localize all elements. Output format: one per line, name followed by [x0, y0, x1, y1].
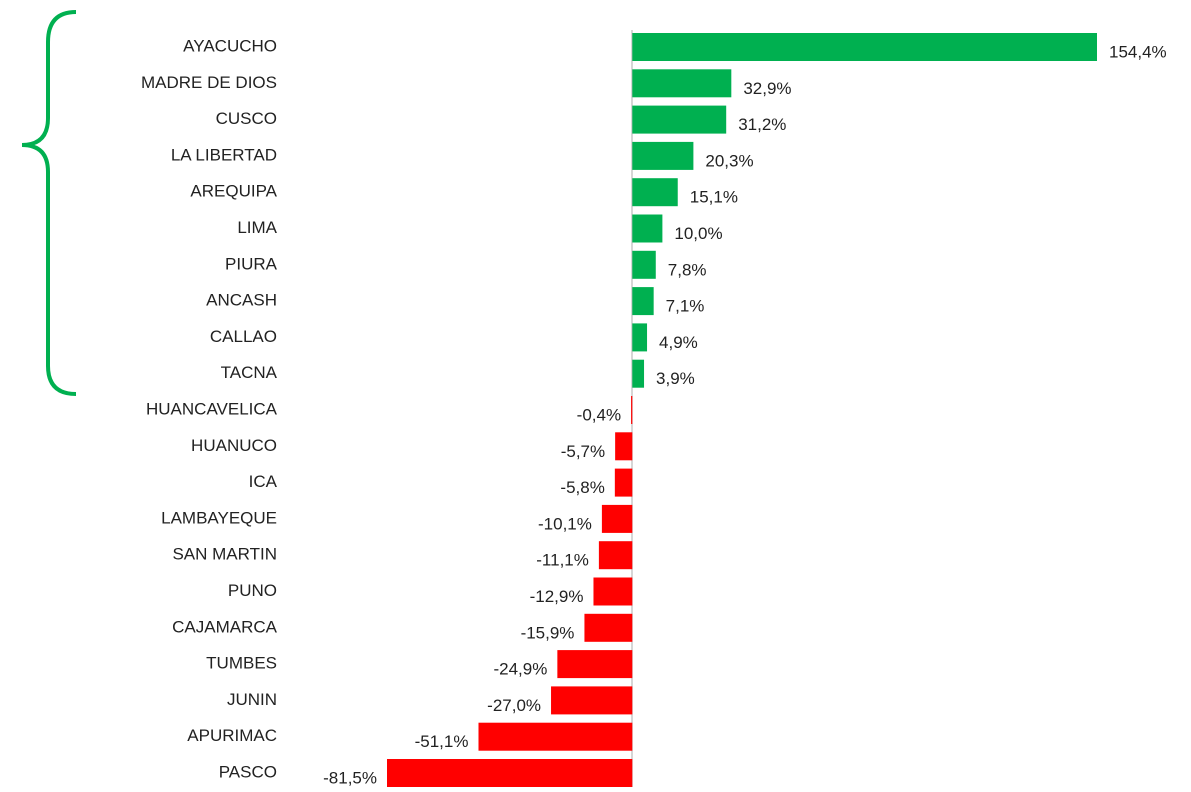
- value-label: -11,1%: [536, 551, 589, 570]
- category-label: APURIMAC: [187, 726, 277, 745]
- bar: [551, 686, 633, 715]
- bar: [593, 577, 633, 606]
- bar: [557, 650, 633, 679]
- bracket: [21, 10, 77, 396]
- category-label: JUNIN: [227, 690, 277, 709]
- value-label: -51,1%: [415, 732, 469, 751]
- bar: [601, 504, 633, 533]
- category-label: AYACUCHO: [183, 36, 277, 55]
- category-label: LIMA: [237, 218, 277, 237]
- value-label: -27,0%: [487, 696, 541, 715]
- category-label: ANCASH: [206, 291, 277, 310]
- bar: [614, 468, 633, 497]
- bar: [632, 250, 656, 279]
- value-label: 10,0%: [674, 224, 722, 243]
- bar: [632, 141, 694, 170]
- value-label: -5,7%: [561, 442, 605, 461]
- bar: [478, 722, 633, 751]
- value-label: -24,9%: [493, 660, 547, 679]
- category-label: PASCO: [219, 762, 277, 781]
- category-label: TUMBES: [206, 654, 277, 673]
- category-label: CUSCO: [216, 109, 277, 128]
- category-label: SAN MARTIN: [172, 545, 277, 564]
- bar: [632, 178, 678, 207]
- value-label: -15,9%: [521, 623, 575, 642]
- value-label: -0,4%: [577, 405, 621, 424]
- category-label: AREQUIPA: [190, 182, 277, 201]
- bar: [584, 613, 633, 642]
- category-label: ICA: [249, 472, 278, 491]
- category-label: PUNO: [228, 581, 277, 600]
- value-label: 7,8%: [668, 260, 707, 279]
- bar: [598, 541, 633, 570]
- bar: [632, 69, 732, 98]
- bar: [632, 214, 663, 243]
- category-label: CAJAMARCA: [172, 617, 278, 636]
- value-label: 32,9%: [743, 79, 791, 98]
- value-label: -81,5%: [323, 768, 377, 787]
- value-label: 4,9%: [659, 333, 698, 352]
- value-label: -10,1%: [538, 514, 592, 533]
- category-label: LAMBAYEQUE: [161, 508, 277, 527]
- value-label: 20,3%: [705, 151, 753, 170]
- bar: [632, 287, 654, 316]
- bar: [632, 323, 648, 352]
- category-label: PIURA: [225, 254, 278, 273]
- bar: [615, 432, 633, 461]
- value-label: -12,9%: [530, 587, 584, 606]
- bar: [632, 33, 1097, 61]
- category-label: CALLAO: [210, 327, 277, 346]
- category-label: HUANUCO: [191, 436, 277, 455]
- bar: [631, 396, 633, 424]
- category-label: LA LIBERTAD: [171, 145, 277, 164]
- category-label: HUANCAVELICA: [146, 399, 278, 418]
- value-label: 7,1%: [666, 297, 705, 316]
- value-label: -5,8%: [560, 478, 604, 497]
- bar: [632, 359, 645, 388]
- value-label: 15,1%: [690, 188, 738, 207]
- value-label: 3,9%: [656, 369, 695, 388]
- category-label: MADRE DE DIOS: [141, 73, 277, 92]
- bar: [387, 759, 633, 787]
- value-label: 154,4%: [1109, 42, 1167, 61]
- value-label: 31,2%: [738, 115, 786, 134]
- category-label: TACNA: [221, 363, 278, 382]
- bar: [632, 105, 727, 134]
